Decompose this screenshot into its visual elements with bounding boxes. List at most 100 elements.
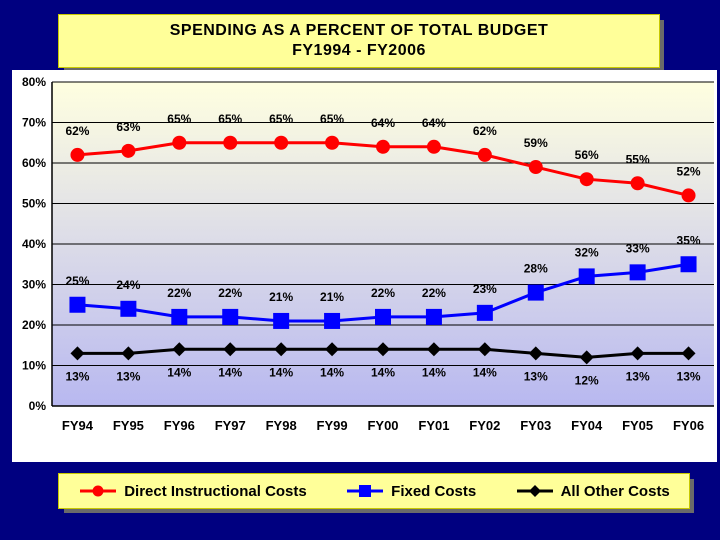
data-label: 64% (422, 116, 446, 130)
data-label: 65% (320, 112, 344, 126)
data-point (121, 143, 136, 158)
data-point (476, 304, 493, 321)
data-point (528, 346, 543, 361)
x-tick-label: FY02 (469, 418, 500, 433)
data-label: 65% (167, 112, 191, 126)
data-label: 55% (626, 152, 650, 166)
data-label: 56% (575, 148, 599, 162)
data-label: 52% (677, 164, 701, 178)
square-marker-icon (347, 485, 384, 497)
legend-label-all-other-costs: All Other Costs (560, 482, 670, 500)
x-tick-label: FY06 (673, 418, 704, 433)
data-label: 21% (269, 290, 293, 304)
data-label: 62% (473, 124, 497, 138)
y-tick-label: 0% (29, 399, 47, 413)
data-point (273, 312, 290, 329)
chart-title: SPENDING AS A PERCENT OF TOTAL BUDGET (169, 22, 549, 39)
x-tick-label: FY00 (367, 418, 398, 433)
legend-item-all-other-costs: All Other Costs (515, 483, 670, 500)
legend-label-direct-instructional: Direct Instructional Costs (124, 482, 307, 500)
data-point (527, 284, 544, 301)
data-point (171, 308, 188, 325)
data-point (70, 147, 85, 162)
y-tick-label: 80% (22, 75, 46, 89)
data-point (69, 296, 86, 313)
x-tick-label: FY03 (520, 418, 551, 433)
data-point (629, 264, 646, 281)
data-label: 13% (65, 369, 89, 383)
data-label: 63% (116, 120, 140, 134)
data-label: 13% (626, 369, 650, 383)
line-chart: 0% 10% 20% 30% 40% 50% 60% 70% 80% FY94 FY95 FY96 FY… (22, 75, 714, 433)
data-label: 22% (371, 286, 395, 300)
x-tick-label: FY01 (418, 418, 449, 433)
data-point (426, 342, 441, 357)
data-point (121, 346, 136, 361)
legend-item-fixed-costs: Fixed Costs (345, 483, 476, 500)
data-point (223, 342, 238, 357)
y-tick-label: 50% (22, 197, 46, 211)
data-label: 12% (575, 373, 599, 387)
data-point (376, 139, 390, 154)
data-label: 64% (371, 116, 395, 130)
data-point (477, 342, 492, 357)
data-label: 22% (167, 286, 191, 300)
data-point (528, 160, 543, 175)
data-point (630, 346, 645, 361)
data-label: 13% (116, 369, 140, 383)
data-label: 33% (626, 241, 650, 255)
data-point (223, 135, 238, 150)
data-label: 25% (65, 274, 89, 288)
data-point (578, 268, 595, 285)
circle-marker-icon (80, 485, 117, 497)
data-point (376, 342, 390, 357)
x-tick-label: FY04 (571, 418, 603, 433)
y-tick-label: 70% (22, 116, 46, 130)
data-point (324, 312, 341, 329)
y-tick-label: 30% (22, 278, 46, 292)
legend-item-direct-instructional: Direct Instructional Costs (78, 483, 307, 500)
data-point (681, 188, 696, 203)
data-label: 28% (524, 262, 548, 276)
diamond-marker-icon (516, 485, 553, 497)
data-label: 14% (167, 365, 191, 379)
data-point (680, 256, 697, 273)
data-label: 14% (269, 365, 293, 379)
data-label: 14% (422, 365, 446, 379)
data-label: 32% (575, 245, 599, 259)
data-label: 13% (677, 369, 701, 383)
data-point (630, 176, 645, 191)
data-label: 65% (218, 112, 242, 126)
y-tick-label: 10% (22, 359, 46, 373)
data-point (425, 308, 442, 325)
x-tick-label: FY97 (215, 418, 246, 433)
y-tick-label: 20% (22, 318, 46, 332)
data-label: 22% (422, 286, 446, 300)
data-point (325, 135, 340, 150)
data-point (579, 172, 594, 187)
legend-label-fixed-costs: Fixed Costs (391, 482, 477, 500)
x-tick-label: FY96 (164, 418, 195, 433)
data-label: 24% (116, 278, 140, 292)
data-label: 35% (677, 233, 701, 247)
data-point (172, 135, 187, 150)
chart-title-box: SPENDING AS A PERCENT OF TOTAL BUDGET FY… (58, 14, 660, 68)
data-label: 14% (320, 365, 344, 379)
data-label: 14% (218, 365, 242, 379)
data-label: 21% (320, 290, 344, 304)
chart-panel: 0% 10% 20% 30% 40% 50% 60% 70% 80% FY94 FY95 FY96 FY… (12, 70, 717, 462)
chart-subtitle: FY1994 - FY2006 (292, 42, 426, 59)
data-label: 14% (371, 365, 395, 379)
chart-legend: Direct Instructional Costs Fixed Costs A… (58, 473, 690, 509)
data-point (274, 135, 289, 150)
x-tick-label: FY98 (266, 418, 297, 433)
data-label: 14% (473, 365, 497, 379)
data-point (70, 346, 85, 361)
data-label: 59% (524, 136, 548, 150)
x-tick-label: FY05 (622, 418, 653, 433)
data-point (274, 342, 289, 357)
data-label: 65% (269, 112, 293, 126)
data-point (477, 147, 492, 162)
data-label: 22% (218, 286, 242, 300)
data-point (325, 342, 340, 357)
